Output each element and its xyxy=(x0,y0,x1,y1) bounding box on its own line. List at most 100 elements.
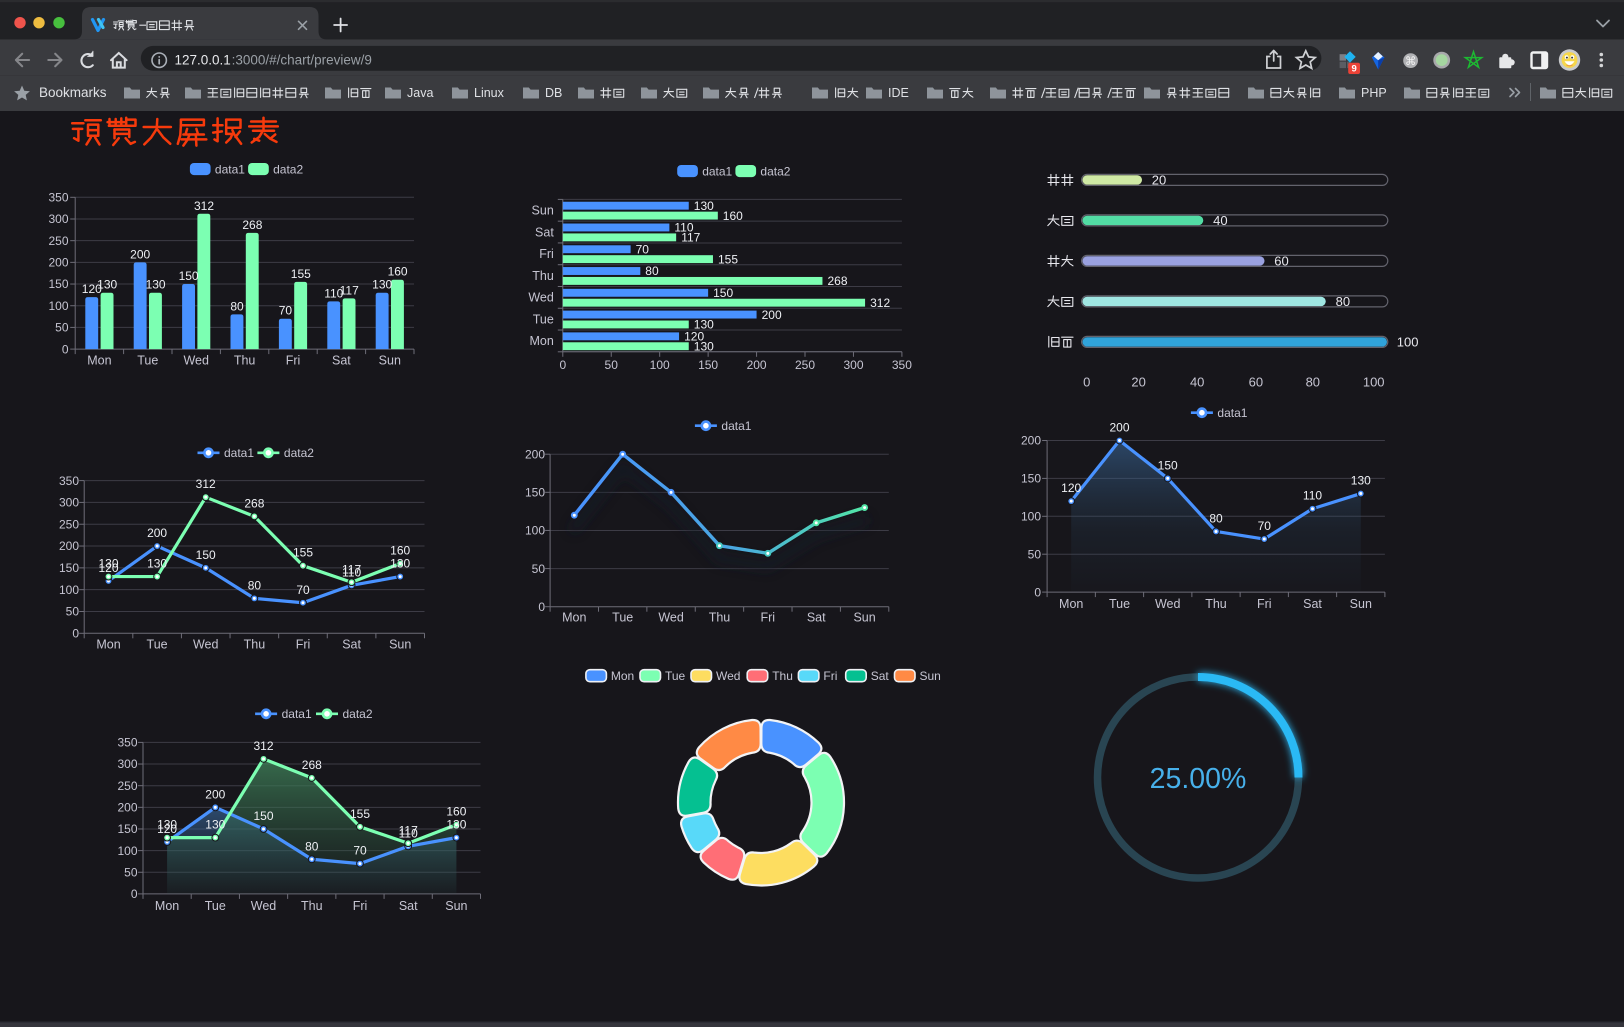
svg-text:130: 130 xyxy=(694,199,714,213)
svg-text:0: 0 xyxy=(1034,585,1041,599)
svg-text:130: 130 xyxy=(694,339,714,353)
svg-text:Sun: Sun xyxy=(379,354,401,368)
svg-text:200: 200 xyxy=(1109,421,1129,435)
svg-text:Sun: Sun xyxy=(532,204,554,218)
svg-text:Wed: Wed xyxy=(716,669,740,683)
svg-text:150: 150 xyxy=(48,277,68,291)
svg-text:130: 130 xyxy=(446,818,466,832)
svg-text:120: 120 xyxy=(98,561,118,575)
svg-text:130: 130 xyxy=(146,278,166,292)
svg-text:data2: data2 xyxy=(284,446,314,460)
svg-text:200: 200 xyxy=(525,447,545,461)
svg-text:80: 80 xyxy=(1306,375,1320,390)
svg-text:150: 150 xyxy=(525,486,545,500)
svg-text:120: 120 xyxy=(1061,481,1081,495)
svg-text:160: 160 xyxy=(446,805,466,819)
svg-text:80: 80 xyxy=(305,839,319,853)
svg-text:PHP: PHP xyxy=(1361,86,1387,100)
svg-text:200: 200 xyxy=(117,801,137,815)
svg-text:Thu: Thu xyxy=(772,669,793,683)
svg-text:150: 150 xyxy=(117,822,137,836)
svg-text:110: 110 xyxy=(674,221,693,235)
svg-text:Linux: Linux xyxy=(474,86,505,100)
svg-text:150: 150 xyxy=(59,561,79,575)
svg-text:Mon: Mon xyxy=(87,354,111,368)
svg-text:150: 150 xyxy=(1021,472,1041,486)
svg-text:Java: Java xyxy=(407,86,433,100)
svg-text:200: 200 xyxy=(1021,434,1041,448)
svg-text:Tue: Tue xyxy=(533,312,554,326)
svg-text:130: 130 xyxy=(97,278,117,292)
svg-text:120: 120 xyxy=(82,282,102,296)
svg-text:Sun: Sun xyxy=(920,669,941,683)
svg-text:data2: data2 xyxy=(343,707,373,721)
svg-text:Mon: Mon xyxy=(96,638,120,652)
svg-text:300: 300 xyxy=(843,358,863,372)
svg-text:268: 268 xyxy=(244,496,264,510)
svg-text:268: 268 xyxy=(828,274,848,288)
svg-text:117: 117 xyxy=(681,231,700,245)
svg-text:20: 20 xyxy=(1152,173,1166,188)
svg-text:150: 150 xyxy=(698,358,718,372)
svg-text:DB: DB xyxy=(545,86,562,100)
svg-text:200: 200 xyxy=(130,247,150,261)
svg-text:20: 20 xyxy=(1131,375,1145,390)
svg-text:Mon: Mon xyxy=(1059,597,1083,611)
svg-text:Thu: Thu xyxy=(1205,597,1227,611)
svg-text:80: 80 xyxy=(248,578,262,592)
svg-text:150: 150 xyxy=(196,548,216,562)
svg-text:70: 70 xyxy=(279,304,293,318)
svg-text:250: 250 xyxy=(48,234,68,248)
svg-text:Thu: Thu xyxy=(244,638,266,652)
svg-text:25.00%: 25.00% xyxy=(1150,763,1247,795)
svg-text:150: 150 xyxy=(1158,458,1178,472)
svg-text:268: 268 xyxy=(302,758,322,772)
svg-text:Thu: Thu xyxy=(709,611,731,625)
svg-text:130: 130 xyxy=(1351,474,1371,488)
svg-text:data1: data1 xyxy=(1217,406,1247,420)
svg-text:117: 117 xyxy=(340,283,359,297)
svg-text:data2: data2 xyxy=(273,163,303,177)
svg-text:100: 100 xyxy=(650,358,670,372)
svg-text:200: 200 xyxy=(48,256,68,270)
svg-text:110: 110 xyxy=(324,286,343,300)
svg-text:Sat: Sat xyxy=(332,354,351,368)
svg-text:250: 250 xyxy=(59,517,79,531)
svg-text:130: 130 xyxy=(390,557,410,571)
svg-text:40: 40 xyxy=(1213,213,1227,228)
svg-text:Fri: Fri xyxy=(761,611,776,625)
svg-text:Wed: Wed xyxy=(183,354,209,368)
svg-text:130: 130 xyxy=(205,818,225,832)
svg-text:250: 250 xyxy=(795,358,815,372)
svg-text:Bookmarks: Bookmarks xyxy=(39,85,107,100)
svg-text:0: 0 xyxy=(131,887,138,901)
svg-text:Wed: Wed xyxy=(528,291,554,305)
svg-text:50: 50 xyxy=(66,605,80,619)
svg-text:100: 100 xyxy=(59,583,79,597)
svg-text:155: 155 xyxy=(350,807,370,821)
svg-text:70: 70 xyxy=(636,242,650,256)
svg-text:150: 150 xyxy=(253,809,273,823)
svg-text:110: 110 xyxy=(1303,489,1322,503)
svg-text:268: 268 xyxy=(242,218,262,232)
svg-text:117: 117 xyxy=(399,823,418,837)
svg-text:Tue: Tue xyxy=(612,611,633,625)
svg-text:50: 50 xyxy=(55,321,69,335)
svg-text:Sun: Sun xyxy=(1350,597,1372,611)
svg-text:Fri: Fri xyxy=(539,247,554,261)
svg-text:data1: data1 xyxy=(224,446,254,460)
svg-text:160: 160 xyxy=(390,544,410,558)
svg-text:Sat: Sat xyxy=(399,899,418,913)
svg-text:Tue: Tue xyxy=(147,638,168,652)
svg-text:Sun: Sun xyxy=(389,638,411,652)
svg-text:200: 200 xyxy=(59,539,79,553)
svg-text:Mon: Mon xyxy=(562,611,586,625)
svg-text:130: 130 xyxy=(372,278,392,292)
svg-text:80: 80 xyxy=(645,264,659,278)
svg-text:155: 155 xyxy=(293,546,313,560)
svg-text:80: 80 xyxy=(1209,512,1223,526)
svg-text:350: 350 xyxy=(117,736,137,750)
svg-text:50: 50 xyxy=(124,866,138,880)
svg-text:350: 350 xyxy=(59,474,79,488)
svg-text:data1: data1 xyxy=(282,707,312,721)
